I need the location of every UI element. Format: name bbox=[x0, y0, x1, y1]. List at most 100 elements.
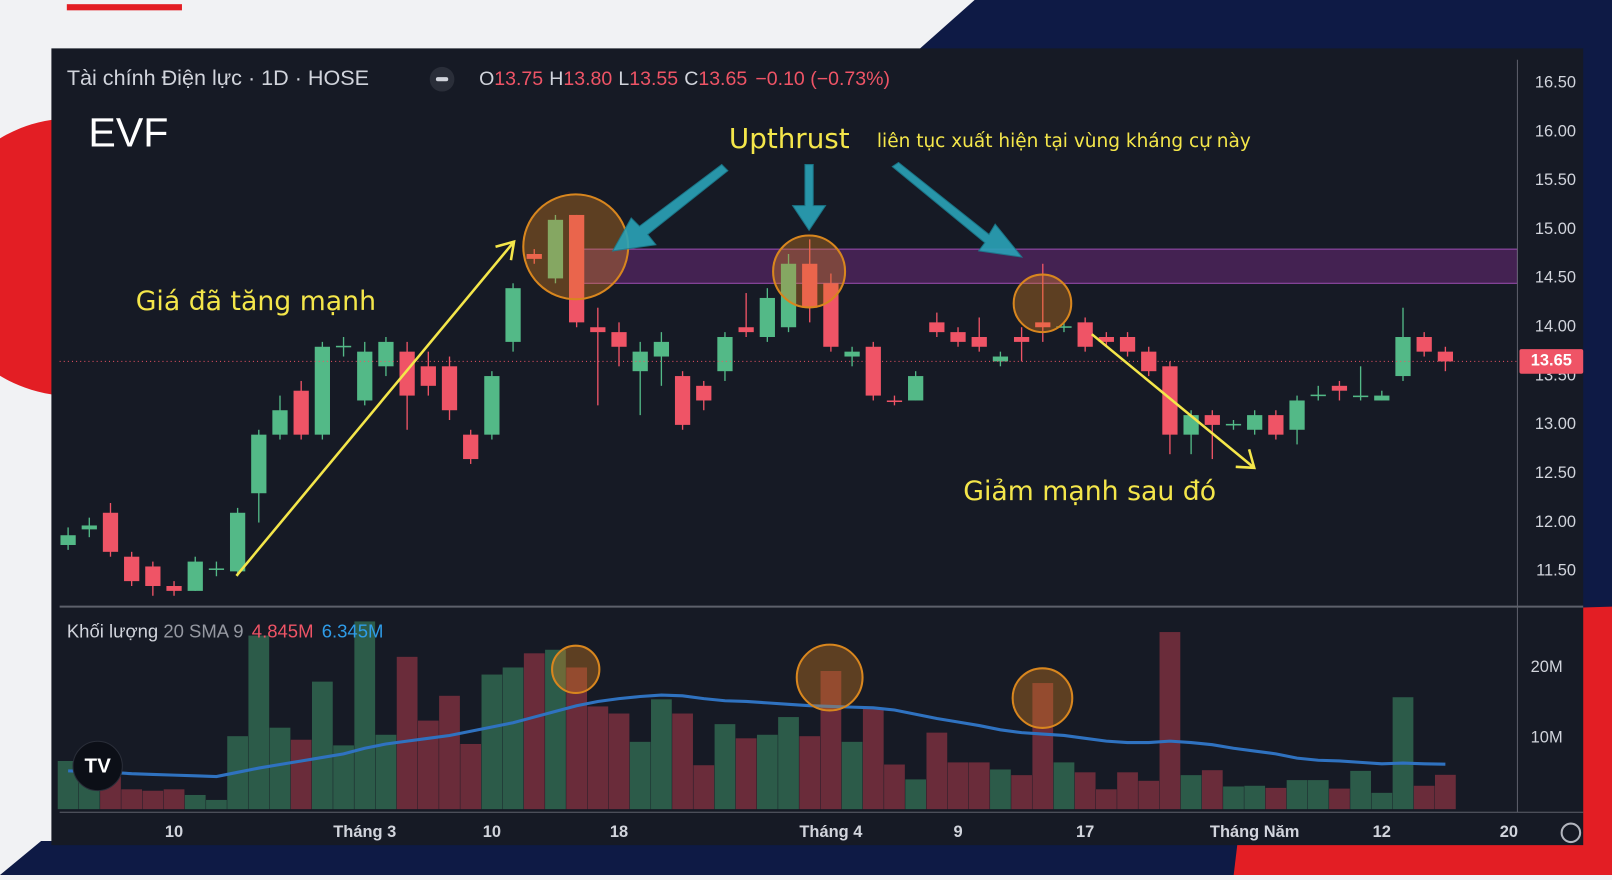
volume-bar bbox=[269, 727, 291, 810]
candle-body bbox=[1289, 400, 1305, 430]
x-tick-label: 12 bbox=[1373, 823, 1391, 841]
ohlc-key: H bbox=[549, 68, 563, 90]
candle-body bbox=[357, 351, 373, 401]
y-tick-label: 12.00 bbox=[1535, 513, 1576, 531]
candle-body bbox=[81, 525, 97, 530]
candle-body bbox=[441, 366, 458, 411]
volume-bar bbox=[502, 667, 524, 810]
volume-bar bbox=[57, 760, 79, 810]
volume-bar bbox=[1095, 789, 1117, 810]
settings-button[interactable] bbox=[1560, 822, 1582, 844]
volume-sma-value: 6.345M bbox=[322, 620, 384, 641]
candle-body bbox=[1035, 322, 1051, 328]
candle-body bbox=[653, 341, 670, 357]
y-tick-label: 13.00 bbox=[1535, 415, 1576, 433]
volume-bar bbox=[311, 681, 333, 810]
volume-bar bbox=[566, 667, 588, 810]
annotation: Giảm mạnh sau đó bbox=[963, 476, 1216, 507]
volume-bar bbox=[1159, 632, 1181, 810]
trend-arrows bbox=[235, 239, 1256, 577]
volume-bar bbox=[1011, 775, 1032, 810]
candle-body bbox=[335, 345, 352, 348]
candle-body bbox=[780, 263, 797, 328]
volume-name: Khối lượng bbox=[67, 620, 158, 641]
candle-body bbox=[145, 566, 161, 587]
volume-bar bbox=[248, 635, 270, 810]
candle-body bbox=[187, 561, 203, 591]
candle-body bbox=[823, 283, 839, 347]
x-tick-label: 9 bbox=[953, 823, 962, 841]
x-tick-label: 17 bbox=[1076, 823, 1094, 841]
candle-body bbox=[1141, 351, 1157, 372]
highlight-circle bbox=[1012, 273, 1073, 334]
candle-body bbox=[272, 410, 288, 435]
y-tick-label: 16.50 bbox=[1535, 73, 1576, 91]
candle-layer bbox=[60, 214, 1454, 596]
ohlc-key: O bbox=[479, 68, 494, 90]
candle-body bbox=[1119, 337, 1136, 352]
volume-bar bbox=[481, 674, 503, 810]
volume-bar bbox=[1244, 785, 1266, 810]
logo-mark: TV bbox=[85, 754, 112, 777]
volume-bar bbox=[1307, 780, 1329, 810]
candle-body bbox=[886, 400, 903, 403]
volume-legend-text: Khối lượng 20 SMA 9 4.845M 6.345M bbox=[67, 620, 384, 641]
candle-body bbox=[1437, 351, 1454, 362]
volume-bar bbox=[1201, 770, 1223, 810]
candle-body bbox=[484, 376, 500, 435]
candle-body bbox=[696, 385, 712, 401]
volume-bar bbox=[354, 621, 376, 810]
volume-bar bbox=[1371, 792, 1393, 810]
volume-bar bbox=[778, 717, 799, 810]
candle-body bbox=[1098, 337, 1114, 342]
y-tick-label: 12.50 bbox=[1535, 464, 1576, 482]
callout-arrows bbox=[611, 161, 1024, 258]
volume-bar bbox=[163, 789, 185, 810]
candle-body bbox=[420, 366, 436, 386]
ohlc-key: L bbox=[618, 68, 629, 90]
volume-bar bbox=[905, 779, 927, 810]
volume-bar bbox=[1413, 785, 1435, 810]
volume-bar bbox=[396, 656, 418, 810]
ohlc-value: 13.55 bbox=[629, 68, 678, 90]
annotation: Upthrust bbox=[729, 122, 850, 155]
ohlc-change: −0.10 (−0.73%) bbox=[755, 68, 890, 90]
candle-body bbox=[378, 341, 394, 367]
volume-bar bbox=[1223, 786, 1244, 810]
x-tick-label: Tháng 4 bbox=[799, 823, 863, 841]
last-price-label: 13.65 bbox=[1531, 352, 1572, 370]
candle-body bbox=[1077, 322, 1093, 347]
x-tick-label: Tháng Năm bbox=[1210, 823, 1300, 841]
y-tick-label: 14.00 bbox=[1535, 318, 1576, 336]
candle-body bbox=[929, 322, 945, 333]
y-tick-label: 15.50 bbox=[1535, 171, 1576, 189]
candle-body bbox=[1225, 423, 1242, 426]
candle-body bbox=[1013, 337, 1030, 342]
highlights bbox=[522, 193, 1074, 729]
volume-bar bbox=[1074, 772, 1096, 810]
volume-length: 20 bbox=[163, 620, 184, 641]
x-tick-label: 10 bbox=[483, 823, 501, 841]
volume-layer bbox=[57, 621, 1456, 810]
volume-bar bbox=[841, 741, 863, 810]
y-tick-label: 11.50 bbox=[1536, 562, 1576, 580]
volume-bar bbox=[693, 765, 715, 810]
volume-bar bbox=[968, 762, 990, 810]
volume-bar bbox=[1435, 774, 1456, 810]
candle-body bbox=[293, 390, 309, 435]
candle-body bbox=[971, 337, 987, 347]
accent-navy-bottom bbox=[0, 841, 1612, 875]
candle-body bbox=[1183, 415, 1199, 435]
volume-bar bbox=[1053, 762, 1075, 810]
annotation: liên tục xuất hiện tại vùng kháng cự này bbox=[877, 131, 1251, 152]
volume-bar bbox=[947, 762, 969, 810]
candle-body bbox=[1352, 395, 1369, 398]
candle-body bbox=[569, 214, 585, 323]
chart-panel bbox=[51, 48, 1584, 846]
logo bbox=[72, 740, 123, 792]
volume-bar bbox=[651, 699, 672, 810]
volume-bar bbox=[206, 799, 227, 810]
volume-bar bbox=[1350, 770, 1371, 810]
